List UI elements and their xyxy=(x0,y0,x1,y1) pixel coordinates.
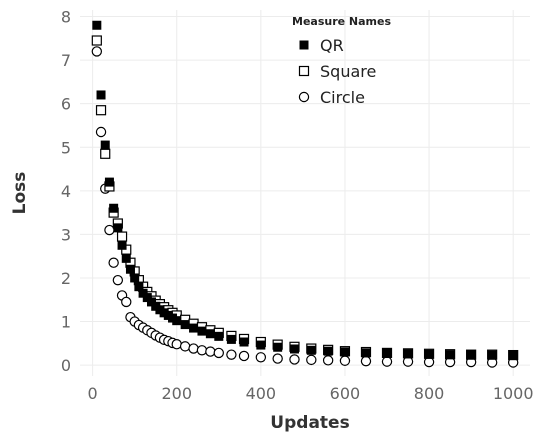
data-point-square xyxy=(100,148,111,159)
legend-marker-qr xyxy=(299,40,309,50)
data-point-qr xyxy=(109,203,119,213)
y-tick-label: 3 xyxy=(61,225,71,244)
legend-marker-square xyxy=(298,65,310,77)
x-tick-label: 400 xyxy=(246,384,277,403)
legend-marker-circle xyxy=(298,91,310,103)
data-point-qr xyxy=(113,223,123,233)
data-point-circle xyxy=(255,352,267,363)
data-point-qr xyxy=(205,329,215,339)
data-point-qr xyxy=(487,350,497,360)
y-tick-label: 4 xyxy=(61,182,71,201)
data-point-circle xyxy=(213,347,224,359)
data-point-circle xyxy=(205,346,216,357)
data-point-square xyxy=(95,105,107,116)
data-point-circle xyxy=(112,274,124,286)
y-tick-label: 0 xyxy=(61,356,71,375)
x-tick-label: 200 xyxy=(161,384,192,403)
data-point-qr xyxy=(121,253,131,263)
data-point-circle xyxy=(121,296,132,308)
data-point-circle xyxy=(179,341,191,352)
data-point-circle xyxy=(238,350,250,362)
data-point-qr xyxy=(289,344,299,354)
x-axis-ticks: 0 200 400 600 800 1000 xyxy=(88,384,534,403)
legend-label-square: Square xyxy=(320,62,376,81)
grid xyxy=(80,10,530,376)
y-tick-label: 6 xyxy=(61,95,71,114)
data-point-circle xyxy=(91,46,103,57)
y-tick-label: 5 xyxy=(61,138,71,157)
data-point-qr xyxy=(130,273,140,283)
legend-title: Measure Names xyxy=(292,15,391,28)
data-point-circle xyxy=(171,338,182,350)
data-series xyxy=(91,20,519,368)
x-axis-title: Updates xyxy=(270,413,349,433)
y-tick-label: 8 xyxy=(61,8,71,27)
data-point-circle xyxy=(108,257,119,268)
data-point-qr xyxy=(104,177,114,187)
data-point-qr xyxy=(466,350,476,360)
y-axis-ticks: 0 1 2 3 4 5 6 7 8 xyxy=(61,8,71,376)
series-qr xyxy=(92,20,518,360)
y-tick-label: 2 xyxy=(61,269,71,288)
x-tick-label: 800 xyxy=(414,384,445,403)
data-point-circle xyxy=(188,343,199,354)
data-point-qr xyxy=(361,348,371,358)
data-point-qr xyxy=(226,334,236,344)
data-point-circle xyxy=(95,126,107,138)
x-tick-label: 0 xyxy=(88,384,98,403)
legend-label-circle: Circle xyxy=(320,88,365,107)
data-point-circle xyxy=(360,355,372,367)
data-point-qr xyxy=(100,140,110,150)
data-point-qr xyxy=(445,350,455,360)
data-point-qr xyxy=(96,90,106,100)
data-point-qr xyxy=(382,348,392,358)
data-point-qr xyxy=(306,345,316,355)
data-point-qr xyxy=(340,347,350,357)
x-tick-label: 1000 xyxy=(493,384,534,403)
data-point-circle xyxy=(104,224,115,236)
data-point-circle xyxy=(226,349,237,360)
data-point-circle xyxy=(289,354,300,365)
data-point-qr xyxy=(117,240,127,250)
legend-label-qr: QR xyxy=(320,36,344,55)
data-point-circle xyxy=(272,353,283,364)
x-tick-label: 600 xyxy=(330,384,361,403)
data-point-qr xyxy=(424,349,434,359)
data-point-qr xyxy=(323,346,333,356)
data-point-qr xyxy=(134,282,144,292)
data-point-qr xyxy=(239,337,249,347)
data-point-qr xyxy=(197,326,207,336)
data-point-circle xyxy=(339,355,351,366)
data-point-qr xyxy=(189,323,199,333)
data-point-qr xyxy=(214,331,224,341)
data-point-qr xyxy=(273,342,283,352)
y-axis-title: Loss xyxy=(10,172,30,215)
data-point-square xyxy=(116,231,128,242)
data-point-square xyxy=(91,35,102,46)
data-point-qr xyxy=(92,20,102,30)
data-point-qr xyxy=(180,320,190,330)
data-point-qr xyxy=(403,349,413,359)
data-point-qr xyxy=(172,316,182,326)
data-point-qr xyxy=(508,350,518,360)
data-point-circle xyxy=(381,356,393,367)
data-point-circle xyxy=(306,354,317,366)
y-tick-label: 7 xyxy=(61,51,71,70)
data-point-qr xyxy=(125,264,135,274)
y-tick-label: 1 xyxy=(61,313,71,332)
data-point-qr xyxy=(256,340,266,350)
legend: Measure Names QR Square Circle xyxy=(292,15,391,107)
data-point-circle xyxy=(322,355,334,366)
data-point-circle xyxy=(196,345,208,356)
